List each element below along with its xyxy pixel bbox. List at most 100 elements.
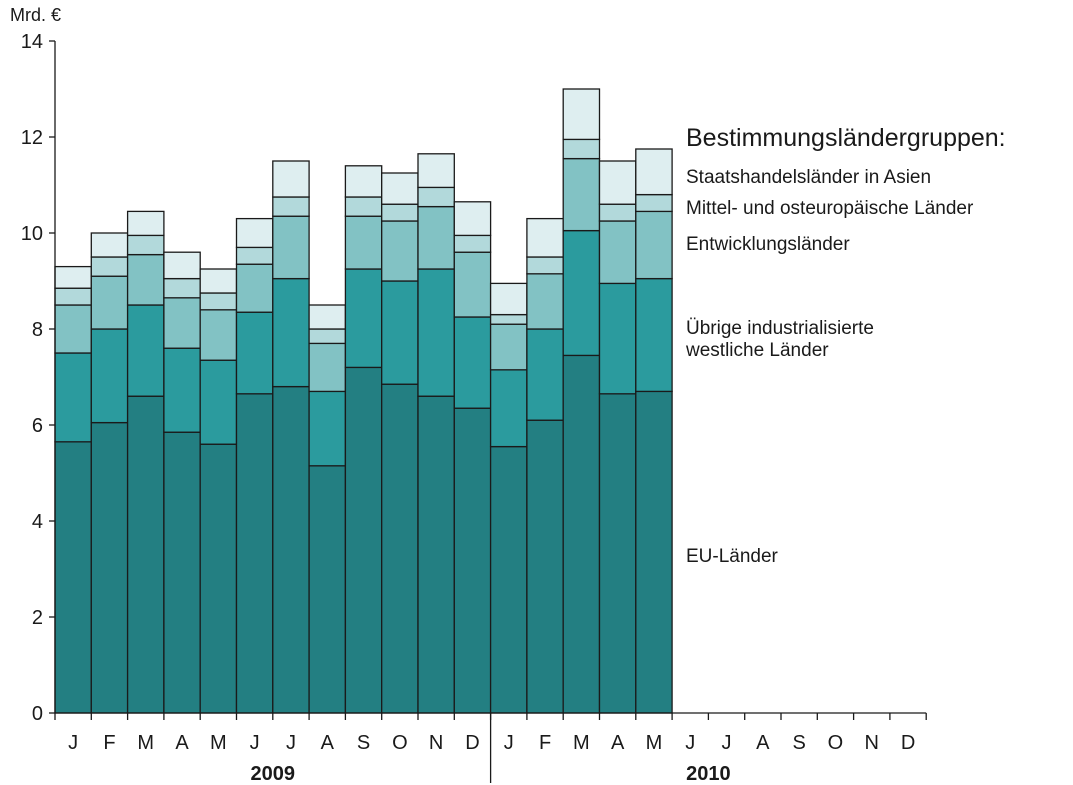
y-tick-label-2: 4	[32, 511, 43, 533]
bar-segment-s3-m5	[235, 246, 274, 265]
bar-segment-s3-m1	[90, 256, 129, 277]
x-tick-label-2009-10: N	[429, 732, 443, 754]
y-axis-unit-label: Mrd. €	[10, 5, 61, 25]
bar-segment-s4-m16	[635, 148, 673, 196]
y-tick-label-5: 10	[21, 223, 43, 245]
bar-segment-s3-m14	[562, 138, 601, 160]
bar-segment-s3-m8	[344, 196, 383, 217]
bar-segment-s0-m11	[453, 407, 492, 714]
bar-segment-s4-m4	[199, 268, 238, 294]
bar-segment-s1-m13	[526, 328, 564, 421]
bar-segment-s3-m16	[635, 193, 673, 213]
bar-segment-s2-m12	[489, 323, 528, 371]
bar-segment-s0-m16	[635, 390, 673, 714]
bar-segment-s2-m10	[417, 205, 455, 270]
bar-segment-s3-m11	[453, 234, 492, 253]
bar-segment-s3-m9	[381, 203, 419, 222]
bar-segment-s0-m14	[562, 354, 601, 714]
x-tick-label-2009-11: D	[465, 732, 479, 754]
bar-segment-s2-m1	[90, 275, 129, 330]
x-tick-label-2009-7: A	[321, 732, 335, 754]
bar-segment-s4-m9	[381, 172, 419, 205]
bar-segment-s1-m6	[272, 277, 310, 388]
bar-segment-s4-m15	[598, 160, 637, 205]
x-tick-label-2009-4: M	[210, 732, 227, 754]
y-tick-label-7: 14	[21, 31, 43, 53]
x-tick-label-2010-10: N	[865, 732, 879, 754]
legend-item-1-line-1: Übrige industrialisierte	[686, 318, 874, 339]
year-label-2009: 2009	[251, 763, 296, 785]
x-tick-label-2010-7: A	[756, 732, 770, 754]
bar-segment-s1-m11	[453, 316, 492, 409]
bar-segment-s1-m2	[126, 304, 165, 397]
bar-segment-s3-m13	[526, 256, 564, 275]
x-tick-label-2009-1: F	[103, 732, 115, 754]
bar-segment-s0-m2	[126, 395, 165, 714]
legend-title: Bestimmungsländergruppen:	[686, 124, 1006, 152]
bar-segment-s0-m7	[308, 465, 347, 714]
legend-item-1-line-2: westliche Länder	[685, 340, 829, 361]
bar-segment-s4-m5	[235, 217, 274, 249]
bar-segment-s0-m10	[417, 395, 455, 714]
bar-segment-s4-m2	[126, 210, 165, 237]
bar-segment-s1-m1	[90, 328, 129, 424]
x-tick-label-2009-5: J	[250, 732, 260, 754]
bar-segment-s4-m0	[54, 265, 92, 289]
bar-segment-s4-m6	[272, 160, 310, 198]
x-tick-label-2010-8: S	[792, 732, 805, 754]
legend-item-2: Entwicklungsländer	[686, 234, 850, 255]
bar-segment-s1-m12	[489, 369, 528, 448]
legend-item-3: Mittel- und osteuropäische Länder	[686, 198, 974, 219]
x-tick-label-2009-8: S	[357, 732, 370, 754]
bar-segment-s3-m4	[199, 292, 238, 311]
x-tick-label-2010-9: O	[828, 732, 844, 754]
y-tick-label-6: 12	[21, 127, 43, 149]
bar-segment-s1-m8	[344, 268, 383, 369]
bar-segment-s0-m8	[344, 366, 383, 714]
bar-segment-s1-m14	[562, 229, 601, 357]
bar-segment-s0-m1	[90, 421, 129, 714]
x-tick-label-2010-6: J	[722, 732, 732, 754]
bar-segment-s4-m12	[489, 282, 528, 316]
bar-segment-s3-m12	[489, 313, 528, 325]
bar-segment-s3-m6	[272, 196, 310, 217]
bar-segment-s2-m2	[126, 253, 165, 306]
bar-segment-s4-m3	[163, 251, 201, 280]
bar-segment-s3-m3	[163, 277, 201, 299]
bar-segment-s2-m11	[453, 251, 492, 318]
bar-segment-s0-m13	[526, 419, 564, 714]
y-tick-label-3: 6	[32, 415, 43, 437]
x-tick-label-2010-1: F	[539, 732, 551, 754]
bar-segment-s2-m3	[163, 297, 201, 349]
x-tick-label-2009-9: O	[392, 732, 408, 754]
bar-segment-s0-m4	[199, 443, 238, 714]
bar-segment-s2-m8	[344, 215, 383, 270]
bar-segment-s4-m7	[308, 304, 347, 330]
bar-segment-s2-m7	[308, 342, 347, 393]
bar-segment-s1-m10	[417, 268, 455, 397]
bar-segment-s4-m14	[562, 88, 601, 141]
bar-segment-s0-m0	[54, 441, 92, 714]
bar-segment-s1-m4	[199, 359, 238, 445]
bar-segment-s1-m0	[54, 352, 92, 443]
bar-segment-s0-m5	[235, 393, 274, 714]
bar-segment-s1-m16	[635, 277, 673, 393]
x-tick-label-2010-11: D	[901, 732, 915, 754]
x-tick-label-2010-4: M	[646, 732, 663, 754]
bar-segment-s0-m9	[381, 383, 419, 714]
bar-segment-s1-m5	[235, 311, 274, 395]
y-tick-label-4: 8	[32, 319, 43, 341]
bar-segment-s4-m10	[417, 153, 455, 189]
legend-item-1: Übrige industrialisierte westliche Länder	[685, 318, 874, 361]
bar-segment-s2-m16	[635, 210, 673, 280]
bar-segment-s0-m6	[272, 385, 310, 714]
bar-segment-s2-m4	[199, 309, 238, 361]
bar-segment-s1-m7	[308, 390, 347, 467]
bar-segment-s3-m0	[54, 287, 92, 306]
year-label-2010: 2010	[686, 763, 731, 785]
x-tick-label-2010-5: J	[685, 732, 695, 754]
bar-segment-s2-m13	[526, 273, 564, 330]
bars-group	[54, 88, 673, 714]
